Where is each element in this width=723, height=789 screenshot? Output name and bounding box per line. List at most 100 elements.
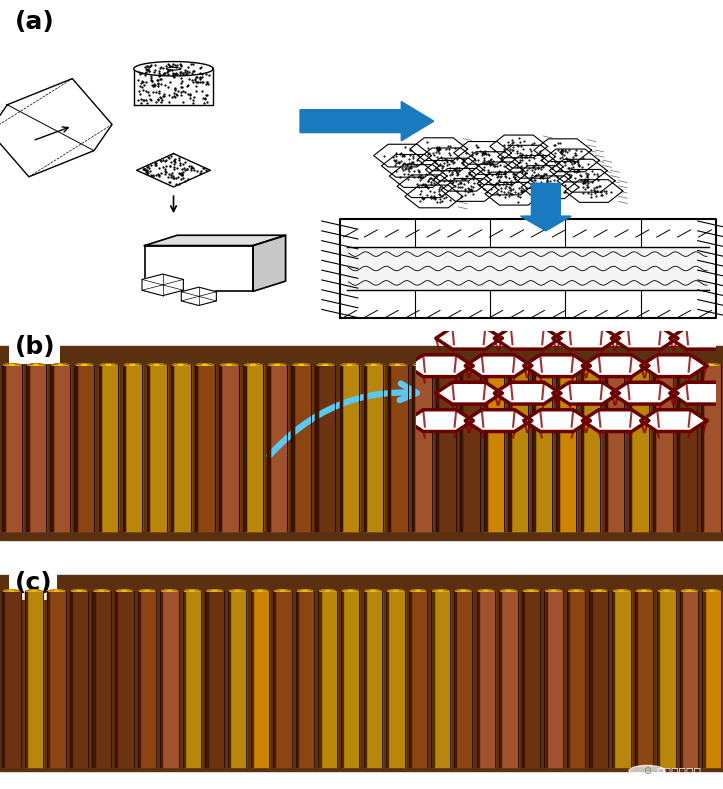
Point	[536, 175, 547, 188]
Point	[174, 159, 186, 171]
Point	[421, 180, 432, 193]
Polygon shape	[508, 365, 510, 531]
Point	[163, 151, 175, 164]
Polygon shape	[513, 166, 571, 189]
Polygon shape	[98, 365, 101, 531]
Point	[183, 61, 194, 73]
Polygon shape	[582, 355, 649, 376]
Point	[413, 170, 424, 183]
Point	[495, 181, 507, 194]
Point	[414, 166, 425, 179]
Point	[141, 160, 153, 173]
Point	[462, 181, 474, 194]
Point	[171, 66, 182, 79]
Point	[174, 156, 185, 169]
Point	[521, 164, 533, 177]
Point	[411, 178, 422, 191]
Point	[158, 161, 169, 174]
Point	[485, 158, 497, 170]
Point	[158, 88, 169, 100]
Polygon shape	[70, 591, 88, 767]
Point	[570, 144, 581, 156]
Point	[465, 184, 476, 196]
Polygon shape	[558, 364, 575, 365]
Polygon shape	[635, 591, 637, 767]
Point	[173, 153, 184, 166]
Point	[144, 161, 155, 174]
Polygon shape	[436, 365, 438, 531]
Polygon shape	[654, 364, 671, 365]
Point	[500, 176, 512, 189]
Polygon shape	[275, 590, 290, 591]
Point	[417, 193, 429, 205]
Point	[521, 181, 532, 194]
Point	[484, 156, 496, 169]
Point	[492, 167, 504, 180]
Point	[155, 92, 167, 104]
Polygon shape	[630, 364, 647, 365]
Point	[565, 154, 576, 166]
Point	[484, 157, 496, 170]
Polygon shape	[510, 364, 526, 365]
Point	[154, 73, 166, 86]
Point	[168, 154, 180, 166]
Point	[510, 173, 521, 185]
Point	[425, 178, 437, 190]
Point	[135, 97, 147, 110]
Point	[515, 186, 527, 199]
Point	[134, 65, 145, 78]
Point	[177, 166, 189, 178]
Polygon shape	[521, 176, 579, 199]
Point	[452, 166, 463, 178]
Polygon shape	[437, 364, 454, 365]
Point	[606, 186, 617, 199]
Point	[168, 155, 180, 167]
Point	[493, 166, 505, 178]
Polygon shape	[347, 247, 709, 290]
Point	[539, 180, 551, 193]
Point	[569, 149, 581, 162]
Point	[184, 89, 196, 102]
Point	[160, 79, 171, 92]
Polygon shape	[551, 590, 556, 591]
Point	[464, 185, 476, 197]
Polygon shape	[205, 591, 208, 767]
Point	[453, 165, 464, 178]
Point	[570, 172, 581, 185]
Point	[533, 168, 544, 181]
Point	[167, 58, 179, 70]
Point	[467, 187, 479, 200]
Point	[565, 169, 577, 181]
Polygon shape	[137, 591, 140, 767]
Point	[181, 163, 193, 175]
Polygon shape	[161, 591, 179, 767]
Point	[415, 171, 427, 184]
Point	[536, 179, 548, 192]
Point	[433, 143, 445, 155]
Point	[427, 172, 439, 185]
Polygon shape	[291, 365, 294, 531]
Point	[168, 70, 179, 83]
Polygon shape	[680, 591, 698, 767]
Point	[504, 181, 515, 194]
Point	[479, 145, 491, 158]
Point	[501, 177, 513, 189]
Point	[414, 171, 425, 184]
Polygon shape	[197, 364, 213, 365]
Polygon shape	[679, 364, 695, 365]
Point	[544, 174, 556, 187]
Point	[512, 140, 523, 152]
Point	[168, 163, 180, 176]
Polygon shape	[167, 590, 172, 591]
Point	[402, 167, 414, 180]
Point	[419, 180, 431, 193]
Polygon shape	[25, 591, 43, 767]
Point	[142, 62, 153, 75]
Polygon shape	[506, 590, 510, 591]
Point	[564, 155, 576, 168]
Polygon shape	[145, 245, 253, 291]
Point	[176, 163, 188, 175]
Polygon shape	[462, 364, 478, 365]
Point	[459, 189, 471, 202]
Polygon shape	[500, 590, 516, 591]
